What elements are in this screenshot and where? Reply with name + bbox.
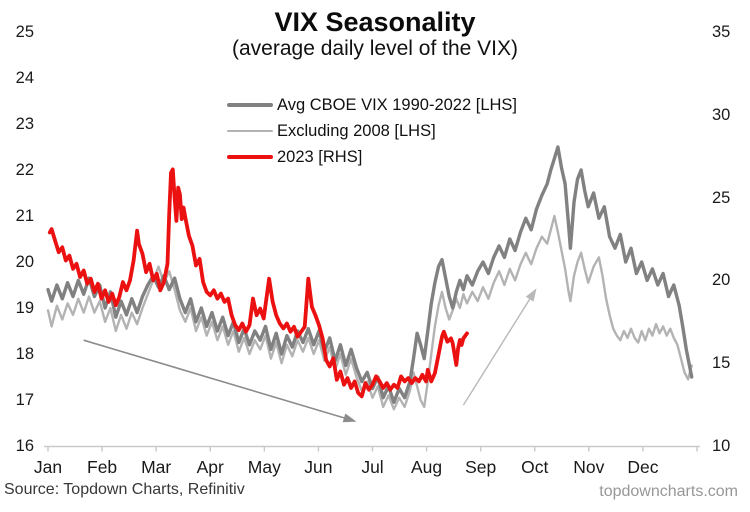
month-label-mar: Mar [141, 457, 172, 477]
source-note: Source: Topdown Charts, Refinitiv [4, 481, 245, 498]
seasonal-uptrend-arrow-head [525, 288, 537, 302]
month-label-apr: Apr [196, 457, 224, 477]
legend-line-sample [227, 155, 273, 159]
left-axis-tick-label: 17 [15, 391, 34, 409]
series-line-2023 [47, 167, 469, 399]
right-axis-tick-label: 10 [712, 437, 731, 455]
left-axis-tick-label: 18 [15, 345, 34, 363]
seasonal-uptrend-arrow [462, 298, 531, 406]
seasonal-downtrend-arrow [83, 339, 345, 419]
month-label-dec: Dec [627, 457, 659, 477]
left-axis-tick-label: 19 [15, 299, 34, 317]
left-axis-tick-label: 16 [15, 437, 34, 455]
legend-item-0: Avg CBOE VIX 1990-2022 [LHS] [227, 92, 517, 118]
month-label-feb: Feb [87, 457, 118, 477]
legend-item-2: 2023 [RHS] [227, 144, 517, 170]
left-axis-tick-label: 23 [15, 115, 34, 133]
watermark: topdowncharts.com [599, 483, 738, 500]
month-label-sep: Sep [465, 457, 497, 477]
chart-title: VIX Seasonality [274, 7, 476, 37]
month-label-nov: Nov [573, 457, 605, 477]
legend: Avg CBOE VIX 1990-2022 [LHS] Excluding 20… [227, 92, 517, 170]
legend-label: Avg CBOE VIX 1990-2022 [LHS] [277, 95, 517, 114]
right-axis-tick-label: 30 [712, 105, 731, 124]
chart-subtitle: (average daily level of the VIX) [232, 37, 518, 60]
left-axis-tick-label: 20 [15, 253, 34, 271]
series-line-avg-1990-2022 [46, 145, 694, 404]
legend-line-sample [227, 129, 273, 133]
legend-line-sample [227, 103, 273, 107]
right-axis-tick-label: 25 [712, 188, 731, 207]
seasonal-downtrend-arrow-head [342, 413, 357, 423]
left-axis-tick-label: 21 [15, 207, 34, 225]
month-label-jul: Jul [361, 457, 384, 477]
legend-label: 2023 [RHS] [277, 147, 363, 166]
month-label-jun: Jun [304, 457, 333, 477]
legend-item-1: Excluding 2008 [LHS] [227, 118, 517, 144]
month-label-jan: Jan [33, 457, 63, 477]
left-axis-tick-label: 24 [15, 69, 34, 87]
right-axis-tick-label: 35 [712, 23, 731, 41]
left-axis-tick-label: 22 [15, 161, 34, 179]
right-axis-tick-label: 15 [712, 354, 731, 373]
month-label-aug: Aug [411, 457, 443, 477]
left-axis-tick-label: 25 [15, 23, 34, 41]
legend-label: Excluding 2008 [LHS] [277, 121, 436, 140]
month-label-may: May [247, 457, 281, 477]
month-label-oct: Oct [521, 457, 549, 477]
right-axis-tick-label: 20 [712, 271, 731, 290]
